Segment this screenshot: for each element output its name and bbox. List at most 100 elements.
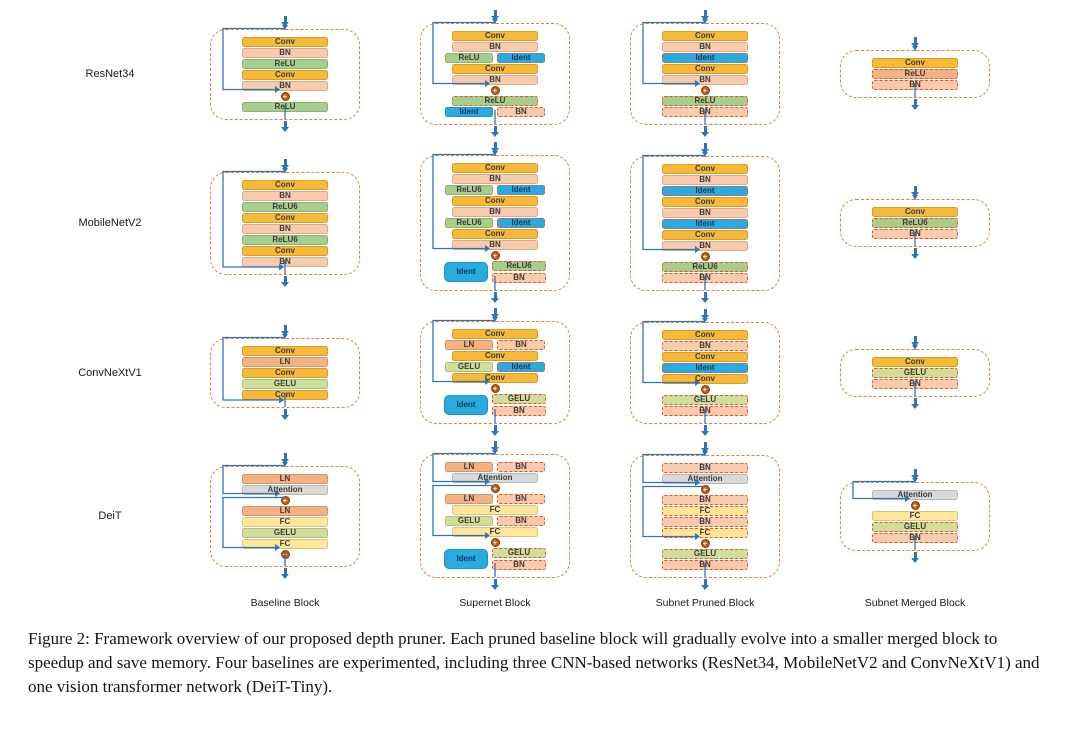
layer-box-attention: Attention	[662, 473, 748, 484]
layer-stack: Conv LN Conv GELU Conv	[211, 345, 359, 400]
layer-choice-pair: GELU BN	[421, 516, 569, 526]
layer-stack: Conv GELU BN	[841, 356, 989, 389]
plus-add-icon: +	[490, 251, 500, 260]
ident-layer-box: Ident	[662, 53, 748, 63]
layer-box-relu: ReLU	[662, 96, 748, 106]
layer-box-bn: BN	[452, 174, 538, 184]
layer-box-conv: Conv	[662, 329, 748, 340]
plus-add-icon: +	[490, 484, 500, 493]
layer-box-gelu: GELU	[662, 394, 748, 405]
layer-box-bn: BN	[662, 75, 748, 85]
block-outline: Conv LN Conv GELU Conv	[210, 333, 360, 408]
flow-arrow-icon	[913, 468, 917, 475]
layer-stack: Conv BN Ident Conv BN + ReLU BN	[631, 31, 779, 117]
layer-box-fc: FC	[242, 516, 328, 527]
layer-box-conv: Conv	[872, 207, 958, 217]
layer-box-ln: LN	[445, 494, 493, 504]
layer-stack: Conv ReLU BN	[841, 58, 989, 90]
layer-box-relu: ReLU	[242, 58, 328, 69]
layer-box-relu6: ReLU6	[872, 218, 958, 228]
plus-add-icon: +	[700, 86, 710, 95]
block-cell: LN BN Attention + LN BN FC GELU BN FC + Ident GELU BN	[390, 439, 600, 593]
layer-box-bn: BN	[452, 75, 538, 85]
layer-box-ln: LN	[445, 340, 493, 350]
layer-box-fc: FC	[452, 505, 538, 515]
block-outline: Conv BN ReLU Ident Conv BN + ReLU Ident BN	[420, 19, 570, 125]
layer-box-conv: Conv	[242, 36, 328, 47]
network-row-convnextv1: ConvNeXtV1 Conv LN Conv GELU Conv Conv LN BN Conv…	[40, 306, 1080, 439]
flow-arrow-icon	[913, 37, 917, 43]
plus-add-icon: +	[490, 384, 500, 393]
ident-layer-box: Ident	[445, 107, 493, 117]
layer-stack: Conv LN BN Conv GELU Ident Conv + Ident GELU BN	[421, 329, 569, 416]
block-cell: Conv BN ReLU Conv BN + ReLU	[180, 8, 390, 140]
flow-arrow-icon	[283, 324, 287, 331]
residual-add: +	[421, 384, 569, 393]
figure-2-depth-pruner-diagram: ResNet34 Conv BN ReLU Conv BN + ReLU Conv BN ReLU I…	[0, 0, 1080, 609]
layer-choice-pair: Ident BN	[421, 107, 569, 117]
layer-box-conv: Conv	[872, 58, 958, 68]
layer-box-conv: Conv	[662, 373, 748, 384]
layer-box-conv: Conv	[662, 229, 748, 240]
layer-box-bn: BN	[662, 107, 748, 117]
layer-stack: BN Attention + BN FC BN FC + GELU BN	[631, 462, 779, 570]
layer-box-conv: Conv	[662, 163, 748, 174]
layer-box-bn: BN	[872, 378, 958, 389]
layer-choice-pair: LN BN	[421, 494, 569, 504]
layer-box-gelu: GELU	[445, 362, 493, 372]
layer-box-conv: Conv	[242, 212, 328, 223]
plus-add-icon: +	[490, 86, 500, 95]
layer-box-conv: Conv	[662, 64, 748, 74]
flow-arrow-icon	[493, 10, 497, 16]
flow-arrow-icon	[703, 10, 707, 16]
layer-box-relu6: ReLU6	[445, 218, 493, 228]
layer-stack: Attention + FC GELU BN	[841, 489, 989, 543]
block-outline: Conv BN ReLU6 Ident Conv BN ReLU6 Ident Conv BN + I…	[420, 151, 570, 291]
layer-stack: Conv BN ReLU6 Conv BN ReLU6 Conv BN	[211, 179, 359, 267]
layer-box-bn: BN	[497, 494, 545, 504]
layer-box-bn: BN	[662, 207, 748, 218]
block-cell: Conv BN ReLU6 Ident Conv BN ReLU6 Ident Conv BN + I…	[390, 140, 600, 306]
block-outline: Conv ReLU BN	[840, 46, 990, 98]
choice-stack: ReLU6 BN	[492, 261, 546, 283]
layer-box-conv: Conv	[242, 367, 328, 378]
layer-box-relu6: ReLU6	[242, 201, 328, 212]
layer-box-conv: Conv	[452, 329, 538, 339]
layer-box-conv: Conv	[872, 356, 958, 367]
layer-box-gelu: GELU	[492, 548, 546, 558]
layer-box-conv: Conv	[452, 196, 538, 206]
ident-layer-box: Ident	[444, 549, 488, 569]
plus-add-icon: +	[910, 500, 920, 510]
layer-box-relu: ReLU	[242, 101, 328, 112]
layer-box-fc: FC	[452, 527, 538, 537]
layer-box-relu6: ReLU6	[492, 261, 546, 271]
column-label: Subnet Merged Block	[864, 597, 966, 609]
ident-layer-box: Ident	[662, 362, 748, 373]
block-cell: Conv LN Conv GELU Conv	[180, 306, 390, 439]
layer-box-gelu: GELU	[242, 527, 328, 538]
block-skip-choice-group: Ident GELU BN	[421, 548, 569, 570]
block-outline: Conv LN BN Conv GELU Ident Conv + Ident GELU BN	[420, 317, 570, 424]
block-cell: LN Attention + LN FC GELU FC +	[180, 439, 390, 593]
flow-arrow-icon	[703, 291, 707, 298]
flow-arrow-icon	[493, 292, 497, 298]
layer-box-fc: FC	[242, 538, 328, 549]
row-label: ResNet34	[85, 68, 135, 80]
plus-add-icon: +	[700, 484, 710, 494]
layer-box-bn: BN	[662, 272, 748, 283]
residual-add: +	[631, 384, 779, 394]
layer-stack: Conv BN Ident Conv BN Ident Conv BN + ReLU6 BN	[631, 163, 779, 283]
layer-box-attention: Attention	[452, 473, 538, 483]
plus-add-icon: +	[490, 538, 500, 547]
column-label: Subnet Pruned Block	[655, 597, 755, 609]
layer-box-fc: FC	[872, 510, 958, 521]
block-cell: Conv BN ReLU Ident Conv BN + ReLU Ident BN	[390, 8, 600, 140]
network-row-mobilenetv2: MobileNetV2 Conv BN ReLU6 Conv BN ReLU6 Conv BN C…	[40, 140, 1080, 306]
ident-layer-box: Ident	[444, 395, 488, 415]
block-cell: BN Attention + BN FC BN FC + GELU BN	[600, 439, 810, 593]
plus-add-icon: +	[700, 384, 710, 394]
layer-box-bn: BN	[497, 340, 545, 350]
layer-box-bn: BN	[662, 174, 748, 185]
block-outline: Conv BN Ident Conv BN Ident Conv BN + ReLU6 BN	[630, 151, 780, 291]
layer-box-fc: FC	[662, 527, 748, 538]
